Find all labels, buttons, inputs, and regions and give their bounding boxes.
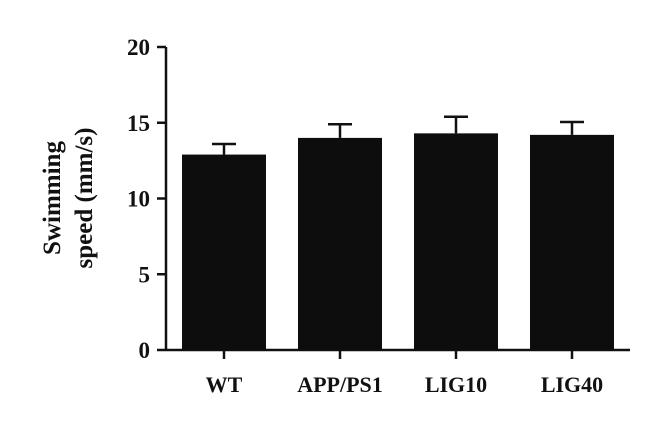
bar-3 <box>530 134 614 350</box>
bar-0 <box>182 154 266 350</box>
bar-2 <box>414 133 498 350</box>
bars <box>182 115 614 350</box>
y-tick-label-1: 5 <box>139 262 151 287</box>
x-tick-label-0: WT <box>206 372 243 397</box>
x-tick-label-3: LIG40 <box>541 372 603 397</box>
y-axis-title-line-2: speed (mm/s) <box>71 128 98 269</box>
y-axis-title-line-1: Swimming <box>39 141 66 255</box>
bar-1 <box>298 137 382 350</box>
y-axis: 0 5 10 15 20 <box>127 35 168 363</box>
y-tick-label-3: 15 <box>127 111 150 136</box>
y-tick-label-0: 0 <box>139 338 151 363</box>
y-axis-title: Swimming speed (mm/s) <box>39 128 98 269</box>
x-tick-label-2: LIG10 <box>425 372 487 397</box>
x-axis: WT APP/PS1 LIG10 LIG40 <box>166 348 630 397</box>
y-tick-label-4: 20 <box>127 35 150 60</box>
y-tick-label-2: 10 <box>127 187 150 212</box>
x-tick-label-1: APP/PS1 <box>297 372 383 397</box>
